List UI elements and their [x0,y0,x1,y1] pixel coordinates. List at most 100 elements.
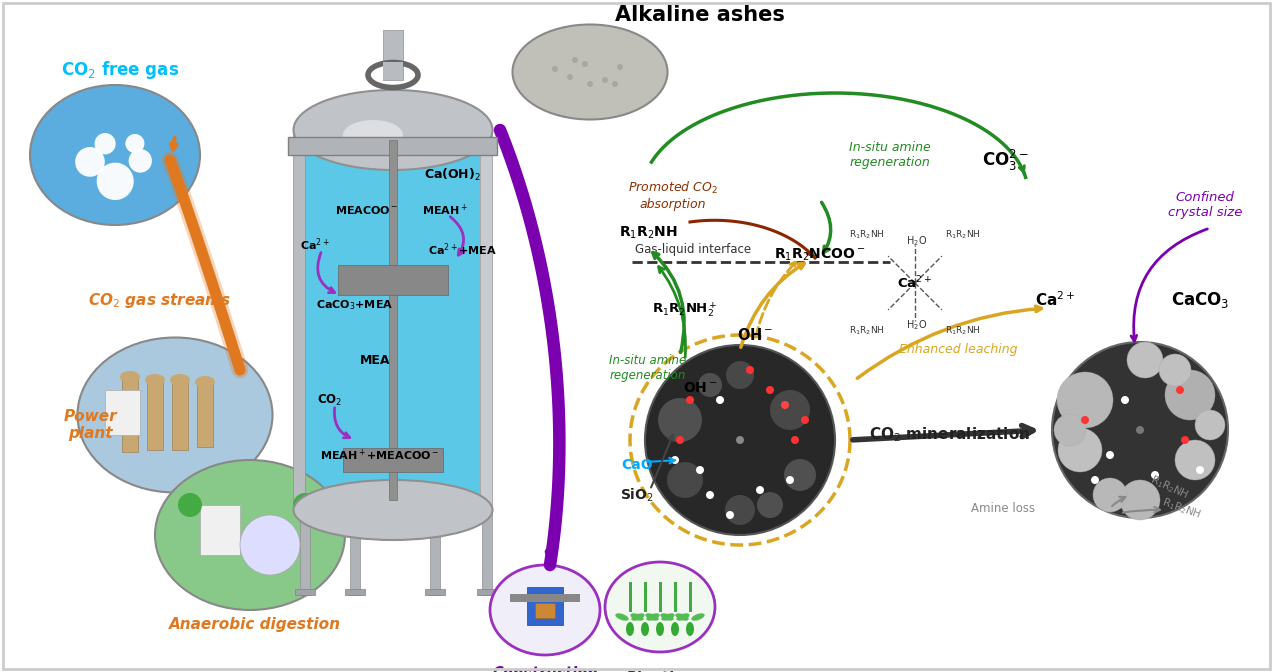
Bar [527,587,563,625]
Circle shape [1054,414,1086,446]
Bar [306,130,480,510]
Ellipse shape [171,374,190,386]
Ellipse shape [656,622,665,636]
Ellipse shape [647,614,659,621]
Ellipse shape [342,120,404,150]
Text: R$_1$R$_2$NH: R$_1$R$_2$NH [619,225,677,241]
Ellipse shape [631,614,644,621]
Text: Ca(OH)$_2$: Ca(OH)$_2$ [424,167,480,183]
Text: R$_1$R$_2$NH: R$_1$R$_2$NH [1148,472,1190,502]
Text: Power
plant: Power plant [64,409,117,442]
Ellipse shape [294,480,493,540]
Circle shape [612,81,617,87]
Ellipse shape [513,24,667,120]
Circle shape [1165,370,1214,420]
Ellipse shape [662,614,675,621]
Circle shape [726,511,735,519]
Bar [345,589,365,595]
Text: CO$_3^{2-}$: CO$_3^{2-}$ [981,147,1029,173]
Text: OH$^-$: OH$^-$ [682,381,717,395]
Circle shape [1136,426,1144,434]
Circle shape [617,64,622,70]
Bar [172,380,188,450]
Circle shape [667,462,703,498]
Circle shape [736,436,743,444]
Text: R$_1$R$_2$NH: R$_1$R$_2$NH [946,228,980,241]
Bar [383,62,404,80]
Bar [689,582,691,612]
Bar [482,510,491,595]
Bar [673,582,676,612]
Circle shape [1091,476,1099,484]
Ellipse shape [78,337,272,493]
Text: R$_1$R$_2$NH: R$_1$R$_2$NH [849,325,885,337]
Circle shape [241,515,300,575]
Text: Ca$^{2+}$: Ca$^{2+}$ [1035,291,1076,309]
Text: ●: ● [93,129,117,157]
Circle shape [1094,478,1127,512]
Circle shape [1175,440,1214,480]
Text: Gas-liquid interface: Gas-liquid interface [635,243,751,257]
Text: SiO$_2$: SiO$_2$ [620,487,654,504]
Circle shape [582,61,588,67]
Text: R$_1$R$_2$NH: R$_1$R$_2$NH [946,325,980,337]
Text: MEAH$^+$+MEACOO$^-$: MEAH$^+$+MEACOO$^-$ [321,448,439,462]
Circle shape [791,436,799,444]
Bar [295,589,314,595]
Bar [339,265,448,295]
Ellipse shape [195,376,215,388]
Bar [425,589,446,595]
Circle shape [784,459,816,491]
Circle shape [645,345,835,535]
Circle shape [715,396,724,404]
Text: R$_1$R$_2$NCOO$^-$: R$_1$R$_2$NCOO$^-$ [774,247,866,263]
Bar [643,582,647,612]
Ellipse shape [671,622,679,636]
Bar [122,377,137,452]
Text: CO$_2$ gas streams: CO$_2$ gas streams [88,290,232,310]
Circle shape [658,398,701,442]
Circle shape [686,396,694,404]
Bar [477,589,496,595]
Circle shape [178,493,202,517]
Circle shape [726,495,755,525]
Text: CO$_2$ mineralization: CO$_2$ mineralization [869,425,1031,444]
Text: Ca$^{2+}$: Ca$^{2+}$ [897,275,933,291]
Circle shape [293,493,317,517]
Circle shape [746,366,754,374]
Text: Anaerobic digestion: Anaerobic digestion [169,618,341,632]
Circle shape [308,493,332,517]
Circle shape [676,436,684,444]
Ellipse shape [676,614,689,621]
Circle shape [696,466,704,474]
Circle shape [756,486,764,494]
Ellipse shape [31,85,200,225]
Circle shape [1197,466,1204,474]
Circle shape [1195,410,1225,440]
Bar [535,603,555,618]
Text: MEAH$^+$: MEAH$^+$ [423,202,468,218]
Bar [383,30,404,80]
Text: Ca$^{2+}$: Ca$^{2+}$ [300,237,330,253]
Circle shape [726,361,754,389]
Text: Amine loss: Amine loss [971,501,1035,515]
Bar [300,510,311,595]
Text: R$_1$R$_2$NH$_2^+$: R$_1$R$_2$NH$_2^+$ [652,300,718,319]
Circle shape [587,81,593,87]
Text: Enhanced leaching: Enhanced leaching [899,343,1017,357]
Circle shape [801,416,810,424]
Circle shape [785,476,794,484]
Circle shape [552,66,558,72]
Text: R$_1$R$_2$NH: R$_1$R$_2$NH [849,228,885,241]
Bar [510,594,580,602]
Ellipse shape [120,371,140,383]
Text: Alkaline ashes: Alkaline ashes [615,5,785,25]
Ellipse shape [490,565,600,655]
Bar [480,130,491,510]
Ellipse shape [661,614,673,621]
Text: OH$^-$: OH$^-$ [737,327,773,343]
Circle shape [1057,372,1113,428]
Text: In-situ amine
regeneration: In-situ amine regeneration [849,141,931,169]
Circle shape [671,456,679,464]
Circle shape [602,77,608,83]
